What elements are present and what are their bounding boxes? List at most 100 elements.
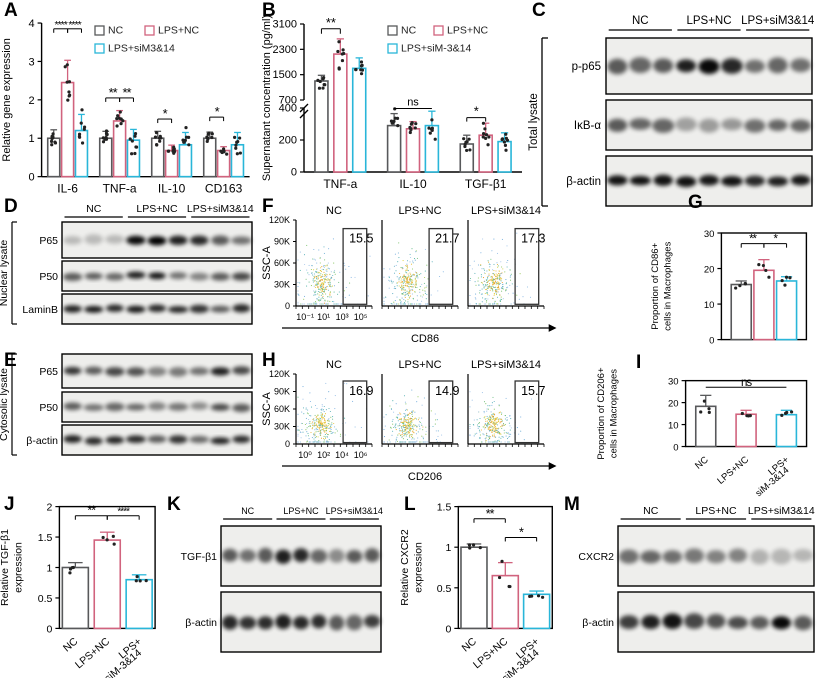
svg-text:**: ** [122,85,131,100]
svg-text:10⁰: 10⁰ [298,450,312,460]
svg-text:Total lysate: Total lysate [528,93,540,151]
svg-text:NC: NC [108,25,124,37]
svg-text:IL-6: IL-6 [57,182,78,196]
svg-text:0: 0 [28,172,34,184]
svg-text:20: 20 [704,265,715,276]
svg-text:CXCR2: CXCR2 [578,551,614,563]
svg-text:30: 30 [704,229,715,240]
svg-text:SSC-A: SSC-A [261,392,273,426]
svg-text:1: 1 [47,563,53,575]
svg-text:NC: NC [643,505,659,517]
svg-text:4: 4 [28,18,34,30]
svg-text:β-actin: β-actin [185,617,217,629]
svg-text:IL-10: IL-10 [399,177,427,191]
svg-text:TNF-a: TNF-a [323,177,357,191]
svg-text:****: **** [68,19,81,31]
svg-text:SSC-A: SSC-A [261,246,273,280]
svg-text:120K: 120K [269,369,290,379]
svg-text:β-actin: β-actin [26,435,58,447]
svg-text:IL-10: IL-10 [158,182,186,196]
svg-text:Proportion of CD86+: Proportion of CD86+ [650,242,661,329]
svg-text:p-p65: p-p65 [572,61,601,73]
svg-text:**: ** [486,507,495,521]
svg-text:β-actin: β-actin [566,176,601,188]
svg-text:cells in Macrophages: cells in Macrophages [609,369,620,458]
svg-text:3100: 3100 [273,19,297,31]
svg-text:20: 20 [668,399,679,410]
svg-text:LPS+NC: LPS+NC [398,205,441,217]
svg-text:cells in Macrophages: cells in Macrophages [663,241,674,330]
svg-text:CD86: CD86 [411,333,439,345]
svg-text:IκB-α: IκB-α [574,120,601,132]
svg-text:TGF-β1: TGF-β1 [181,551,218,563]
svg-text:LPS+NC: LPS+NC [447,25,489,37]
svg-text:CD206: CD206 [408,471,442,483]
svg-text:expression: expression [13,542,25,593]
svg-text:1.5: 1.5 [437,502,452,514]
svg-text:90K: 90K [274,237,290,247]
svg-text:TGF-β1: TGF-β1 [465,177,507,191]
svg-text:**: ** [109,85,118,100]
svg-text:3: 3 [28,56,34,68]
svg-text:****: **** [54,19,67,31]
svg-text:NC: NC [632,15,649,27]
svg-text:0: 0 [291,167,297,179]
svg-text:10⁵: 10⁵ [354,312,368,322]
svg-text:**: ** [326,15,336,30]
svg-text:LaminB: LaminB [22,304,58,316]
svg-text:LPS+siM3&14: LPS+siM3&14 [471,205,541,217]
svg-text:LPS+NC: LPS+NC [158,25,200,37]
svg-text:17.3: 17.3 [521,232,545,246]
svg-text:TNF-a: TNF-a [103,182,137,196]
svg-text:10⁶: 10⁶ [354,450,368,460]
svg-text:10³: 10³ [336,312,349,322]
svg-text:Relative gene expression: Relative gene expression [1,38,13,162]
svg-text:90K: 90K [274,387,290,397]
svg-text:1500: 1500 [273,69,297,81]
svg-text:0: 0 [709,336,714,347]
svg-text:Nuclear lysate: Nuclear lysate [0,240,10,307]
svg-text:β-actin: β-actin [582,617,614,629]
svg-text:LPS+NC: LPS+NC [686,15,731,27]
svg-text:P65: P65 [39,366,58,378]
svg-text:NC: NC [326,359,342,371]
svg-text:NC: NC [326,205,342,217]
svg-text:Relative TGF-β1: Relative TGF-β1 [0,529,11,606]
svg-text:30: 30 [668,377,679,388]
svg-text:P50: P50 [39,271,58,283]
svg-text:LPS+NC: LPS+NC [136,203,178,215]
svg-text:15.7: 15.7 [521,384,545,398]
svg-text:expression: expression [413,542,425,593]
svg-text:LPS+siM3&14: LPS+siM3&14 [748,505,815,517]
svg-text:0: 0 [285,301,290,311]
svg-text:0.5: 0.5 [38,593,53,605]
svg-text:LPS+siM3&14: LPS+siM3&14 [187,203,254,215]
svg-text:**: ** [87,504,96,518]
svg-text:NC: NC [86,203,102,215]
svg-text:60K: 60K [274,258,290,268]
svg-text:21.7: 21.7 [435,232,459,246]
svg-text:NC: NC [460,635,480,654]
svg-text:Supernatant concentration (pg/: Supernatant concentration (pg/ml) [261,15,273,181]
svg-text:LPS+siM3&14: LPS+siM3&14 [326,506,383,516]
svg-text:CD163: CD163 [205,182,243,196]
svg-text:16.9: 16.9 [349,384,373,398]
svg-text:0: 0 [47,623,53,635]
svg-text:14.9: 14.9 [435,384,459,398]
svg-text:10⁻¹: 10⁻¹ [296,312,314,322]
svg-text:0: 0 [445,623,451,635]
svg-text:1.5: 1.5 [38,532,53,544]
svg-text:1: 1 [28,133,34,145]
svg-text:10²: 10² [317,450,330,460]
svg-text:15.5: 15.5 [349,232,373,246]
svg-text:Proportion of CD206+: Proportion of CD206+ [596,367,607,460]
svg-text:NC: NC [693,454,711,471]
svg-text:30K: 30K [274,422,290,432]
svg-text:LPS+siM3&14: LPS+siM3&14 [741,15,815,27]
svg-text:2300: 2300 [273,44,297,56]
svg-text:LPS+NC: LPS+NC [283,506,319,516]
svg-text:200: 200 [279,135,297,147]
svg-text:P65: P65 [39,235,58,247]
svg-text:LPS+NC: LPS+NC [471,635,511,671]
svg-text:ns: ns [407,97,419,109]
